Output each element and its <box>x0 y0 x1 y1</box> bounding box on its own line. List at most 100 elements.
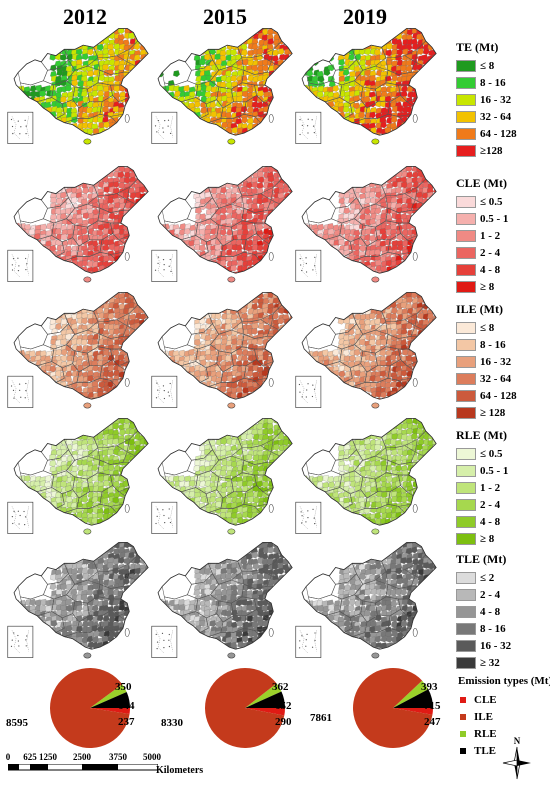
city-cell <box>220 33 228 41</box>
city-cell <box>405 59 413 67</box>
city-cell <box>60 348 68 356</box>
city-cell <box>278 249 286 257</box>
city-cell <box>55 307 62 315</box>
city-cell <box>247 293 255 300</box>
city-cell <box>215 292 222 300</box>
city-cell <box>194 28 201 34</box>
city-cell <box>417 338 425 346</box>
city-cell <box>327 254 335 262</box>
city-cell <box>61 229 69 236</box>
city-cell <box>427 105 435 113</box>
city-cell <box>380 297 388 304</box>
city-cell <box>278 91 286 98</box>
city-cell <box>347 302 355 310</box>
city-cell <box>375 166 383 173</box>
city-cell <box>98 166 106 173</box>
city-cell <box>431 296 437 304</box>
city-cell <box>135 217 142 225</box>
inset-island <box>17 269 20 272</box>
city-cell <box>369 338 376 346</box>
city-cell <box>363 171 371 178</box>
city-cell <box>338 293 345 300</box>
city-cell <box>67 292 74 295</box>
city-cell <box>225 234 233 242</box>
city-cell <box>34 271 41 274</box>
city-cell <box>205 292 212 300</box>
city-cell <box>124 217 132 225</box>
city-cell <box>184 122 191 130</box>
city-cell <box>102 438 110 446</box>
city-cell <box>219 39 227 47</box>
city-cell <box>135 229 142 237</box>
city-cell <box>342 69 350 76</box>
city-cell <box>416 133 423 136</box>
city-cell <box>14 100 20 108</box>
city-cell <box>359 28 367 35</box>
city-cell <box>282 28 290 36</box>
city-cell <box>199 166 206 167</box>
city-cell <box>432 328 437 335</box>
city-cell <box>258 128 266 136</box>
city-cell <box>134 75 141 83</box>
city-cell <box>400 127 408 134</box>
city-cell <box>87 292 95 295</box>
city-cell <box>87 70 94 77</box>
city-cell <box>302 365 304 373</box>
city-cell <box>139 418 146 425</box>
city-cell <box>391 180 399 188</box>
city-cell <box>283 292 290 300</box>
inset-island <box>162 131 165 133</box>
country-outline <box>301 291 437 400</box>
city-cell <box>354 53 362 61</box>
city-cell <box>35 370 43 378</box>
city-cell <box>87 28 95 35</box>
city-cell <box>128 245 136 253</box>
inset-island <box>301 124 303 126</box>
island <box>268 378 274 387</box>
city-cell <box>220 28 228 30</box>
city-cell <box>19 235 27 242</box>
city-cell <box>49 259 57 267</box>
city-cell <box>317 365 325 373</box>
city-cell <box>189 260 197 268</box>
city-cell <box>428 126 435 134</box>
city-cell <box>200 74 208 82</box>
city-cell <box>138 250 146 257</box>
city-cell <box>231 126 239 134</box>
city-cell <box>138 105 146 113</box>
city-cell <box>93 34 101 42</box>
city-cell <box>189 116 197 124</box>
city-cell <box>338 370 346 378</box>
city-cell <box>139 186 146 193</box>
city-cell <box>273 81 280 89</box>
city-cell <box>348 123 356 130</box>
city-cell <box>416 240 424 248</box>
city-cell <box>370 33 377 40</box>
city-cell <box>321 271 329 274</box>
city-cell <box>257 392 265 399</box>
city-cell <box>391 105 399 113</box>
city-cell <box>322 391 329 399</box>
inset-island <box>307 383 309 385</box>
city-cell <box>349 265 357 273</box>
city-cell <box>422 386 429 393</box>
city-cell <box>338 28 345 30</box>
city-cell <box>102 133 110 136</box>
city-cell <box>24 105 32 113</box>
city-cell <box>322 126 330 134</box>
city-cell <box>51 127 59 134</box>
city-cell <box>194 116 202 123</box>
city-cell <box>129 224 136 231</box>
city-cell <box>431 318 437 325</box>
city-cell <box>262 317 270 325</box>
city-cell <box>134 270 141 274</box>
city-cell <box>80 227 88 235</box>
city-cell <box>45 385 53 393</box>
city-cell <box>65 84 72 92</box>
city-cell <box>427 121 435 129</box>
city-cell <box>343 256 351 263</box>
city-cell <box>379 79 387 87</box>
city-cell <box>242 171 249 179</box>
city-cell <box>24 101 32 109</box>
city-cell <box>231 382 238 389</box>
